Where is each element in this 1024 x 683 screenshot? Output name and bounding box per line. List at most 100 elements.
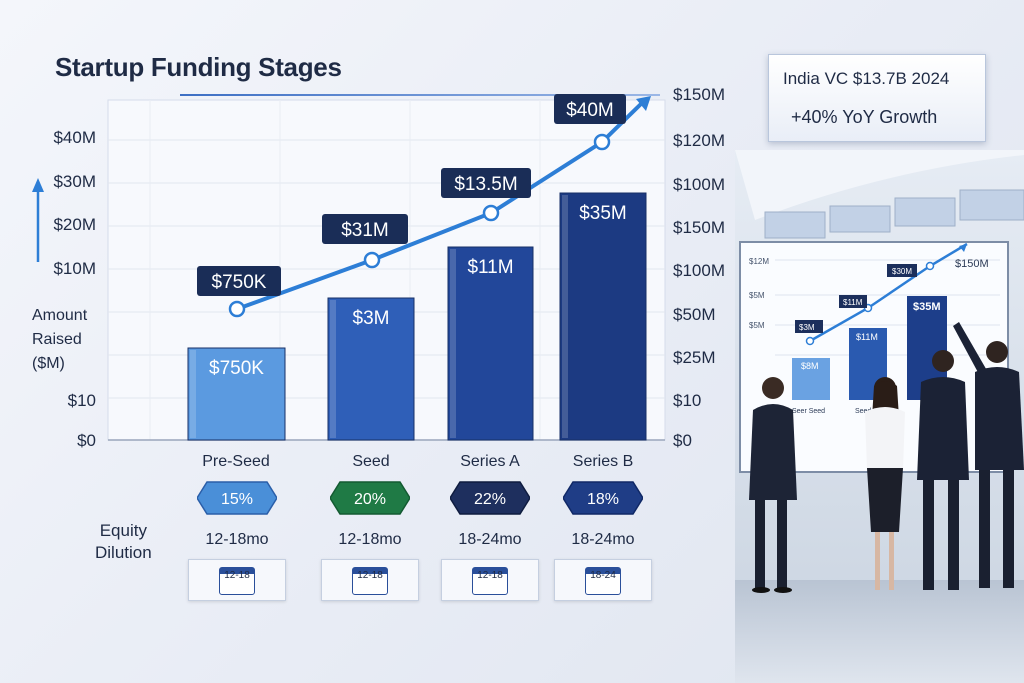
screen-category-0: Seer Seed xyxy=(792,408,825,415)
line-point-0 xyxy=(228,300,246,318)
line-tag-1: $31M xyxy=(341,220,389,241)
dilution-badge-0: 15% xyxy=(196,481,278,515)
screen-tick-2: $5M xyxy=(749,321,765,330)
right-tick-0: $0 xyxy=(673,431,692,450)
calendar-icon xyxy=(585,567,621,595)
office-scene: $12M $5M $5M $8M $11M $35M $3M $11M $30M… xyxy=(735,150,1024,683)
equity-dilution-label: Equity Dilution xyxy=(95,520,152,564)
floor xyxy=(735,580,1024,683)
equity-label-line2: Dilution xyxy=(95,543,152,562)
calendar-card-3: 18-24 xyxy=(554,559,652,601)
calendar-icon xyxy=(219,567,255,595)
category-label-3: Series B xyxy=(573,453,633,470)
stage-series-b: 18% 18-24mo 18-24 xyxy=(548,478,658,601)
screen-bar-label-1: $11M xyxy=(856,332,878,342)
ceiling-arc xyxy=(735,150,1024,220)
bar-highlight-3 xyxy=(562,195,568,438)
line-tag-bg-0 xyxy=(197,266,281,296)
dilution-pct-0: 15% xyxy=(221,491,253,508)
window-panes xyxy=(764,189,1024,239)
line-point-2 xyxy=(482,204,500,222)
bar-3 xyxy=(559,192,647,441)
bar-label-2: $11M xyxy=(467,257,513,278)
screen-point-label-1: $11M xyxy=(843,298,863,307)
ylabel-arrow-head xyxy=(32,178,44,192)
calendar-card-0: 12-18 xyxy=(188,559,286,601)
line-tag-bg-1 xyxy=(322,214,408,244)
bar-0 xyxy=(187,347,286,441)
screen-tick-0: $12M xyxy=(749,257,769,266)
screen-bar-0 xyxy=(792,358,830,400)
businessman-2 xyxy=(917,350,969,590)
calendar-icon xyxy=(352,567,388,595)
dilution-pct-1: 20% xyxy=(354,491,386,508)
right-tick-5: $150M xyxy=(673,218,725,237)
screen-line-arrowhead xyxy=(959,244,967,252)
line-tag-3: $40M xyxy=(566,100,614,121)
right-tick-2: $25M xyxy=(673,348,716,367)
line-tag-bg-3 xyxy=(554,94,626,124)
dilution-badge-3: 18% xyxy=(562,481,644,515)
dilution-pct-3: 18% xyxy=(587,491,619,508)
category-label-2: Series A xyxy=(460,453,520,470)
stat-card-line1: India VC $13.7B 2024 xyxy=(783,69,950,88)
screen-bar-label-0: $8M xyxy=(801,361,819,371)
growth-line-arrowhead xyxy=(636,96,651,111)
india-vc-stat-card: India VC $13.7B 2024 +40% YoY Growth xyxy=(768,54,986,142)
stage-seed: 20% 12-18mo 12-18 xyxy=(315,478,425,601)
timeframe-3: 18-24mo xyxy=(571,531,635,548)
screen-point-label-2: $30M xyxy=(892,267,912,276)
bar-highlight-2 xyxy=(450,249,456,438)
right-tick-3: $50M xyxy=(673,305,716,324)
timeframe-1: 12-18mo xyxy=(338,531,402,548)
page-title: Startup Funding Stages xyxy=(55,52,342,82)
dilution-badge-2: 22% xyxy=(449,481,531,515)
calendar-card-2: 12-18 xyxy=(441,559,539,601)
calendar-icon xyxy=(472,567,508,595)
left-tick-4: $30M xyxy=(53,172,96,191)
bar-label-3: $35M xyxy=(579,203,627,224)
dilution-pct-2: 22% xyxy=(474,491,506,508)
stage-pre-seed: 15% 12-18mo 12-18 xyxy=(182,478,292,601)
bar-highlight-0 xyxy=(190,350,196,438)
bar-1 xyxy=(327,297,415,441)
category-label-0: Pre-Seed xyxy=(202,453,270,470)
businessman-1 xyxy=(749,377,797,593)
calendar-text-2: 12-18 xyxy=(477,570,503,581)
timeframe-0: 12-18mo xyxy=(205,531,269,548)
calendar-card-1: 12-18 xyxy=(321,559,419,601)
calendar-text-1: 12-18 xyxy=(357,570,383,581)
right-tick-6: $100M xyxy=(673,175,725,194)
right-tick-7: $120M xyxy=(673,131,725,150)
left-tick-0: $0 xyxy=(77,431,96,450)
bar-label-0: $750K xyxy=(209,358,264,379)
line-point-1 xyxy=(363,251,381,269)
right-tick-4: $100M xyxy=(673,261,725,280)
screen-point-label-0: $3M xyxy=(799,323,815,332)
bar-2 xyxy=(447,246,534,441)
right-tick-1: $10 xyxy=(673,391,701,410)
line-tag-0: $750K xyxy=(212,272,267,293)
dilution-badge-1: 20% xyxy=(329,481,411,515)
left-tick-3: $20M xyxy=(53,215,96,234)
y-axis-label-line-2: ($M) xyxy=(32,355,65,372)
y-axis-label-line-1: Raised xyxy=(32,331,82,348)
stage-series-a: 22% 18-24mo 12-18 xyxy=(435,478,545,601)
businesswoman xyxy=(865,377,905,590)
timeframe-2: 18-24mo xyxy=(458,531,522,548)
stat-card-line2: +40% YoY Growth xyxy=(791,107,938,127)
equity-label-line1: Equity xyxy=(99,521,147,540)
screen-growth-line xyxy=(809,242,968,343)
screen-right-label: $150M xyxy=(955,258,989,270)
category-label-1: Seed xyxy=(352,453,389,470)
title-underline xyxy=(180,94,660,96)
y-axis-label-line-0: Amount xyxy=(32,307,88,324)
line-tag-bg-2 xyxy=(441,168,531,198)
left-tick-2: $10M xyxy=(53,259,96,278)
line-point-3 xyxy=(593,133,611,151)
screen-tick-1: $5M xyxy=(749,291,765,300)
left-tick-5: $40M xyxy=(53,128,96,147)
screen-bar-label-2: $35M xyxy=(913,301,941,313)
calendar-text-0: 12-18 xyxy=(224,570,250,581)
